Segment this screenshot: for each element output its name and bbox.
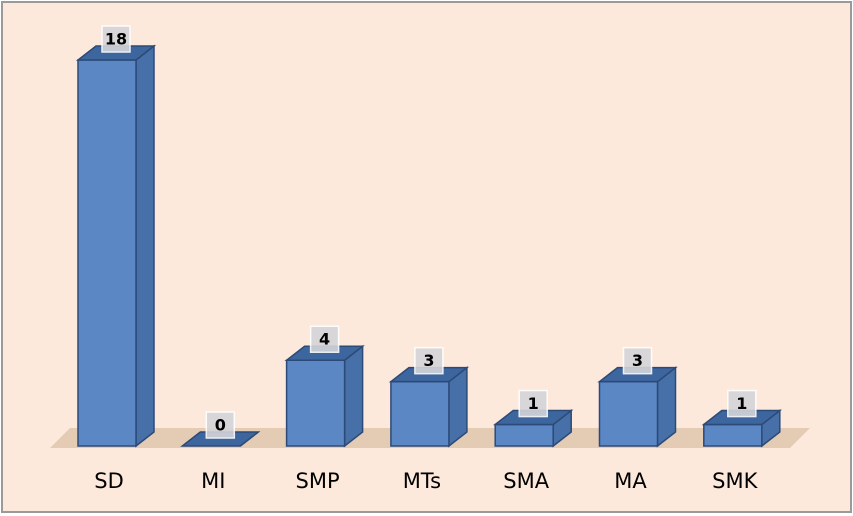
value-label: 1 <box>736 394 747 413</box>
x-tick-label: MTs <box>403 469 441 493</box>
x-tick-label: MI <box>201 469 225 493</box>
bar <box>493 409 574 448</box>
value-label: 4 <box>319 330 330 349</box>
bar-front <box>77 59 137 447</box>
x-tick-label: SMK <box>712 469 758 493</box>
bar-top <box>493 409 574 426</box>
value-label-box <box>414 346 444 375</box>
bar-top <box>388 366 470 383</box>
bar <box>180 431 261 447</box>
bar-top <box>701 409 782 426</box>
bar-front <box>703 423 763 447</box>
bar <box>284 344 365 448</box>
bar-top <box>597 366 678 383</box>
value-label: 1 <box>528 394 539 413</box>
x-tick-label: SD <box>94 469 124 493</box>
x-tick-label: SMA <box>503 469 549 493</box>
bar-front <box>598 380 659 447</box>
value-label-box <box>309 325 340 353</box>
value-label-box <box>518 389 548 418</box>
value-label-box <box>101 25 131 53</box>
x-tick-label: MA <box>614 469 647 493</box>
x-tick-label: SMP <box>296 469 340 493</box>
value-label: 3 <box>632 351 643 370</box>
bar-front <box>390 380 450 447</box>
value-label-box <box>622 346 653 375</box>
bar-front <box>285 359 346 447</box>
bar <box>75 44 157 448</box>
value-label: 18 <box>105 30 127 49</box>
value-label: 3 <box>423 351 434 370</box>
bar-front <box>494 423 554 447</box>
bar-top <box>180 431 261 447</box>
bar-top <box>284 345 365 361</box>
bar-side <box>135 44 155 448</box>
bar-top <box>75 45 157 61</box>
bar <box>388 366 470 448</box>
bar-side <box>343 344 364 448</box>
value-label-box <box>727 389 757 418</box>
bar <box>597 366 678 448</box>
value-label: 0 <box>215 416 226 435</box>
bar <box>701 409 782 448</box>
value-label-box <box>205 411 236 439</box>
